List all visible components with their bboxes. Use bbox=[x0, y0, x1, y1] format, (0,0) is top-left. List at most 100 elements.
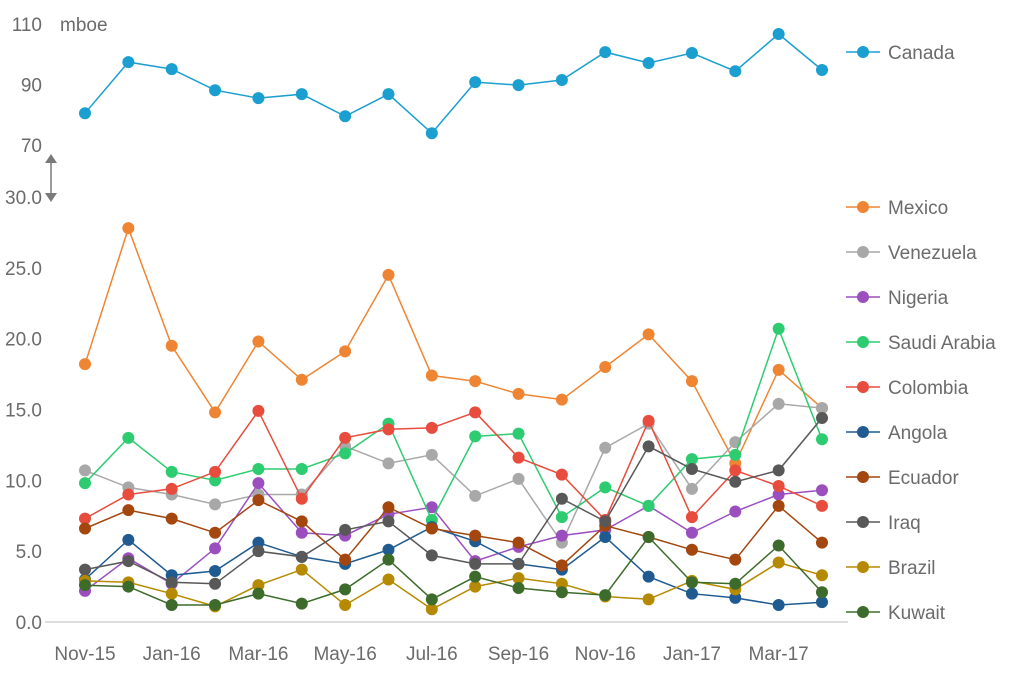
data-point bbox=[252, 92, 265, 105]
data-point bbox=[165, 576, 178, 589]
data-point bbox=[295, 373, 308, 386]
data-point bbox=[599, 589, 612, 602]
data-point bbox=[382, 423, 395, 436]
data-point bbox=[252, 477, 265, 490]
x-tick-label: Sep-16 bbox=[488, 644, 549, 665]
series-line bbox=[84, 535, 823, 606]
legend-marker bbox=[857, 336, 869, 348]
legend-item: Mexico bbox=[846, 198, 948, 219]
data-point bbox=[79, 477, 91, 490]
data-point bbox=[772, 27, 785, 40]
data-point bbox=[729, 65, 742, 78]
data-point bbox=[599, 441, 612, 454]
data-point bbox=[382, 515, 395, 528]
data-point bbox=[772, 480, 785, 492]
data-point bbox=[512, 572, 525, 585]
series-nigeria bbox=[79, 477, 828, 597]
data-point bbox=[685, 587, 698, 600]
data-point bbox=[772, 499, 785, 512]
data-point bbox=[729, 505, 742, 518]
data-point bbox=[729, 577, 742, 590]
data-point bbox=[555, 559, 568, 572]
data-point bbox=[122, 488, 135, 501]
data-point bbox=[772, 464, 785, 477]
data-point bbox=[685, 453, 698, 466]
data-point bbox=[642, 531, 655, 543]
data-point bbox=[816, 402, 828, 415]
data-point bbox=[209, 526, 222, 539]
data-point bbox=[772, 556, 785, 569]
data-point bbox=[252, 579, 265, 592]
data-point bbox=[79, 579, 91, 592]
unit-label: mboe bbox=[60, 15, 108, 36]
data-point bbox=[555, 393, 568, 406]
y-tick-label: 0.0 bbox=[16, 613, 42, 634]
data-point bbox=[382, 543, 395, 556]
data-point bbox=[79, 512, 91, 525]
data-point bbox=[209, 599, 222, 611]
data-point bbox=[469, 557, 482, 570]
data-point bbox=[599, 515, 612, 528]
data-point bbox=[339, 431, 352, 444]
data-point bbox=[642, 570, 655, 583]
data-point bbox=[469, 489, 482, 502]
data-point bbox=[512, 582, 525, 594]
data-point bbox=[512, 387, 525, 400]
data-point bbox=[425, 501, 438, 514]
data-point bbox=[165, 339, 178, 352]
data-point bbox=[425, 522, 438, 535]
data-point bbox=[555, 468, 568, 481]
data-point bbox=[295, 88, 308, 101]
legend-marker bbox=[857, 471, 869, 483]
data-point bbox=[555, 529, 568, 542]
legend-item: Nigeria bbox=[846, 288, 949, 309]
y-tick-label: 20.0 bbox=[5, 330, 42, 351]
data-point bbox=[252, 494, 265, 507]
data-point bbox=[425, 369, 438, 382]
axis-break-arrow-up-icon bbox=[45, 154, 57, 163]
data-point bbox=[555, 586, 568, 599]
data-point bbox=[79, 522, 91, 535]
data-point bbox=[816, 484, 828, 497]
legend-label: Colombia bbox=[888, 378, 969, 399]
data-point bbox=[729, 553, 742, 566]
series-mexico bbox=[79, 222, 828, 470]
data-point bbox=[252, 545, 265, 558]
data-point bbox=[772, 397, 785, 410]
y-tick-label: 25.0 bbox=[5, 259, 42, 280]
legend-label: Kuwait bbox=[888, 603, 946, 624]
legend-item: Kuwait bbox=[846, 603, 946, 624]
series-brazil bbox=[79, 556, 828, 616]
data-point bbox=[685, 47, 698, 60]
axis-break-arrow-down-icon bbox=[45, 193, 57, 202]
legend-label: Angola bbox=[888, 423, 948, 444]
data-point bbox=[642, 414, 655, 427]
legend-item: Venezuela bbox=[846, 243, 977, 264]
legend-marker bbox=[857, 201, 869, 213]
data-point bbox=[729, 591, 742, 604]
data-point bbox=[339, 599, 352, 611]
data-point bbox=[816, 412, 828, 424]
x-tick-label: Nov-15 bbox=[54, 644, 115, 665]
data-point bbox=[122, 533, 135, 546]
data-point bbox=[642, 499, 655, 512]
data-point bbox=[209, 465, 222, 478]
data-point bbox=[252, 335, 265, 348]
legend-label: Venezuela bbox=[888, 243, 977, 264]
data-point bbox=[295, 550, 308, 563]
data-point bbox=[555, 73, 568, 86]
data-point bbox=[512, 427, 525, 440]
x-tick-label: Jan-17 bbox=[663, 644, 721, 665]
series-line bbox=[84, 417, 823, 585]
data-point bbox=[209, 542, 222, 555]
data-point bbox=[295, 563, 308, 576]
legend-item: Iraq bbox=[846, 513, 921, 534]
data-point bbox=[469, 375, 482, 388]
data-point bbox=[122, 222, 135, 235]
y-tick-label: 15.0 bbox=[5, 401, 42, 422]
data-point bbox=[816, 586, 828, 599]
data-point bbox=[425, 603, 438, 616]
data-point bbox=[555, 511, 568, 524]
legend-marker bbox=[857, 291, 869, 303]
series-colombia bbox=[79, 404, 828, 526]
